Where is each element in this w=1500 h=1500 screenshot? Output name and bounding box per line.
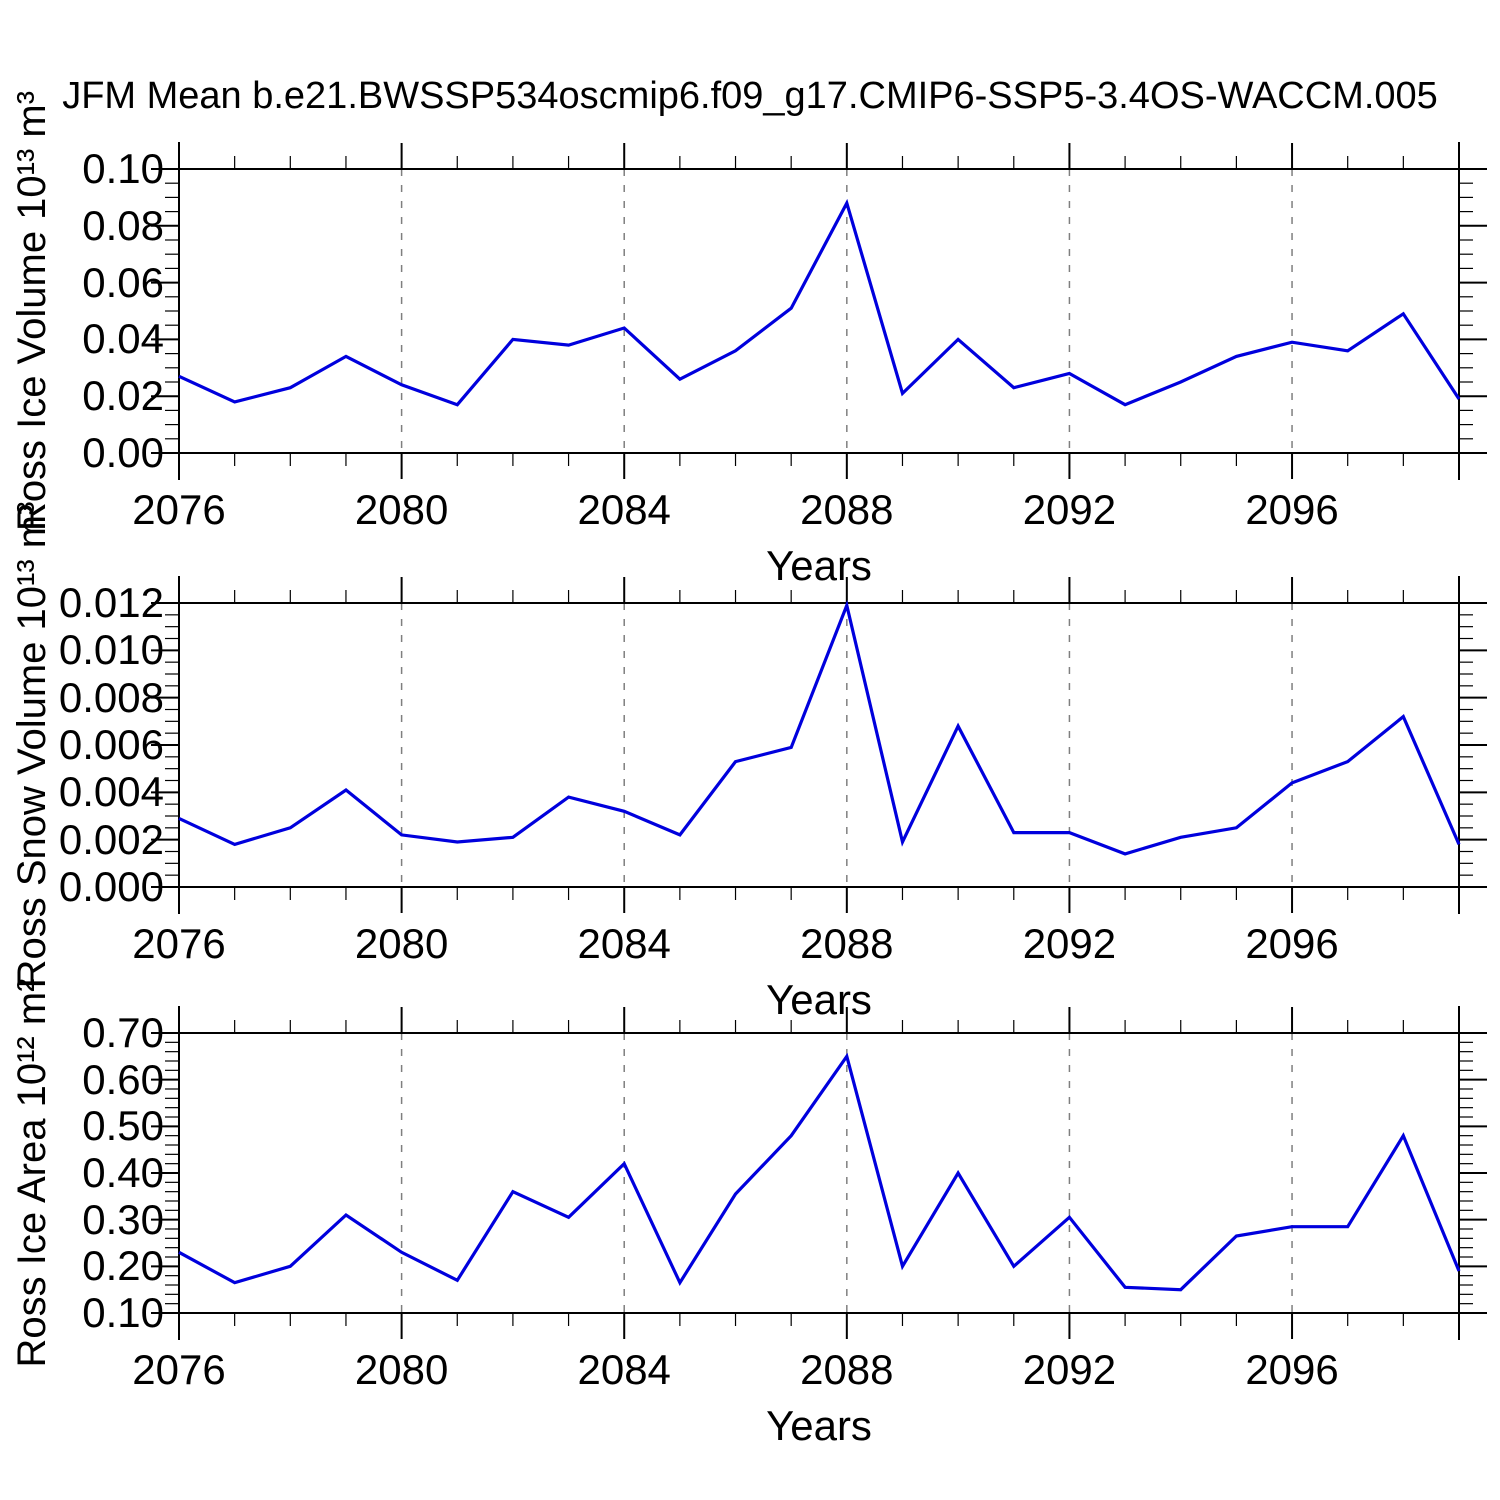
chart-ross-ice-volume — [151, 142, 1487, 480]
y-tick-label: 0.30 — [82, 1195, 164, 1243]
x-tick-label: 2092 — [1022, 486, 1117, 533]
y-tick-label: 0.004 — [58, 768, 164, 816]
x-tick-label: 2096 — [1245, 1346, 1339, 1393]
y-tick-label: 0.008 — [58, 673, 164, 721]
y-tick-label: 0.012 — [58, 579, 164, 626]
x-tick-label: 2080 — [354, 1346, 449, 1393]
plot-frame — [178, 602, 1460, 888]
data-series — [178, 1052, 1461, 1292]
y-tick-label: 0.10 — [82, 145, 164, 192]
y-ticks — [151, 602, 1487, 888]
x-tick-label: 2084 — [577, 486, 671, 533]
y-tick-label: 0.70 — [82, 1009, 164, 1056]
data-line-ross-ice-volume — [178, 198, 1461, 407]
data-line-ross-snow-volume — [178, 600, 1461, 856]
y-tick-label: 0.06 — [82, 258, 164, 306]
x-ticks — [178, 1007, 1460, 1339]
x-tick-label: 2096 — [1245, 920, 1339, 967]
x-tick-label: 2080 — [354, 486, 449, 533]
x-ticks — [178, 143, 1460, 479]
y-tick-label: 0.40 — [82, 1149, 164, 1196]
y-tick-label: 0.60 — [82, 1055, 164, 1103]
x-ticks — [178, 577, 1460, 913]
y-tick-label: 0.006 — [58, 721, 164, 768]
y-tick-label: 0.20 — [82, 1242, 164, 1290]
x-tick-label: 2076 — [132, 486, 226, 533]
x-tick-label: 2076 — [132, 920, 226, 967]
y-tick-label: 0.002 — [58, 815, 164, 863]
data-series — [178, 600, 1461, 856]
axis-spines — [178, 576, 1460, 914]
plot-frame — [178, 1032, 1460, 1314]
x-axis-title-years-bottom: Years — [766, 1402, 872, 1449]
x-tick-label: 2084 — [577, 1346, 671, 1393]
figure-title: JFM Mean b.e21.BWSSP534oscmip6.f09_g17.C… — [62, 75, 1438, 117]
data-series — [178, 198, 1461, 407]
chart-ross-snow-volume — [151, 576, 1487, 914]
x-tick-label: 2088 — [800, 486, 894, 533]
axis-spines — [178, 142, 1460, 480]
x-axis-title-years-top: Years — [766, 542, 872, 589]
y-tick-label: 0.00 — [82, 429, 164, 476]
y-tick-label: 0.50 — [82, 1102, 164, 1150]
x-tick-label: 2096 — [1245, 486, 1339, 533]
x-tick-label: 2088 — [800, 1346, 894, 1393]
y-tick-label: 0.000 — [58, 863, 164, 910]
x-tick-label: 2084 — [577, 920, 671, 967]
x-axis-title-years-middle: Years — [766, 976, 872, 1023]
y-tick-label: 0.02 — [82, 372, 164, 420]
x-tick-label: 2092 — [1022, 1346, 1117, 1393]
x-tick-label: 2088 — [800, 920, 894, 967]
y-ticks — [151, 1032, 1487, 1314]
x-tick-label: 2076 — [132, 1346, 226, 1393]
axis-spines — [178, 1006, 1460, 1340]
y-tick-label: 0.10 — [82, 1289, 164, 1336]
x-tick-label: 2092 — [1022, 920, 1117, 967]
y-tick-label: 0.010 — [58, 626, 164, 674]
data-line-ross-ice-area — [178, 1052, 1461, 1292]
y-tick-label: 0.08 — [82, 201, 164, 249]
plot-frame — [178, 168, 1460, 454]
y-ticks — [151, 168, 1487, 454]
chart-ross-ice-area — [151, 1006, 1487, 1340]
y-tick-label: 0.04 — [82, 315, 164, 363]
x-tick-label: 2080 — [354, 920, 449, 967]
